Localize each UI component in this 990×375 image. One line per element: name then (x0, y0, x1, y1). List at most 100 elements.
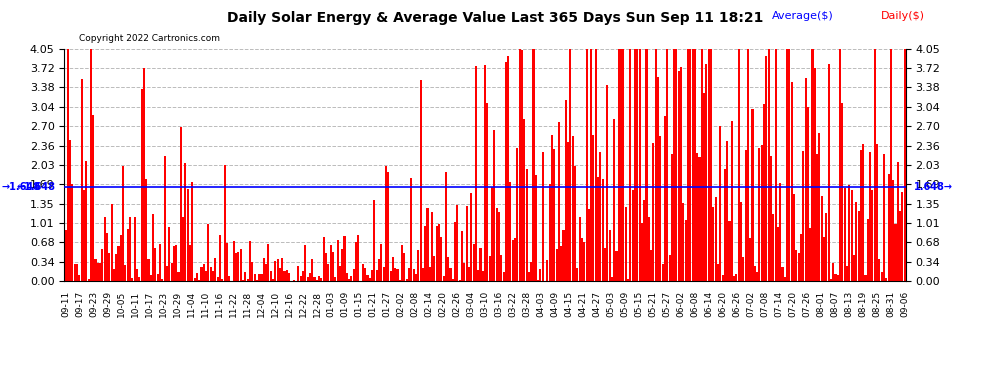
Bar (574, 166, 576, 281)
Bar (637, 49, 639, 281)
Bar (899, 211, 901, 281)
Bar (159, 244, 161, 281)
Bar (396, 269, 399, 281)
Bar (125, 265, 127, 281)
Bar (424, 226, 427, 281)
Bar (726, 141, 729, 281)
Bar (90, 49, 92, 281)
Bar (583, 242, 585, 281)
Bar (632, 190, 634, 281)
Bar (182, 217, 184, 281)
Bar (311, 260, 313, 281)
Bar (203, 264, 205, 281)
Bar (316, 280, 318, 281)
Bar (371, 270, 373, 281)
Bar (892, 180, 894, 281)
Bar (187, 189, 189, 281)
Bar (260, 274, 262, 281)
Bar (194, 278, 196, 281)
Bar (146, 179, 148, 281)
Bar (461, 231, 463, 281)
Bar (73, 264, 76, 281)
Bar (599, 152, 601, 281)
Bar (456, 205, 458, 281)
Bar (647, 217, 649, 281)
Bar (777, 227, 779, 281)
Bar (553, 149, 555, 281)
Bar (472, 244, 474, 281)
Bar (710, 49, 712, 281)
Bar (207, 224, 210, 281)
Bar (141, 89, 143, 281)
Bar (149, 275, 151, 281)
Bar (666, 49, 668, 281)
Bar (722, 274, 724, 281)
Bar (526, 170, 528, 281)
Bar (717, 264, 719, 281)
Bar (812, 49, 814, 281)
Bar (512, 240, 514, 281)
Bar (708, 49, 710, 281)
Bar (475, 66, 477, 281)
Bar (355, 243, 357, 281)
Bar (507, 56, 509, 281)
Bar (378, 260, 380, 281)
Bar (482, 272, 484, 281)
Bar (874, 49, 876, 281)
Bar (429, 267, 431, 281)
Bar (248, 242, 251, 281)
Bar (616, 251, 618, 281)
Bar (111, 204, 113, 281)
Bar (113, 269, 115, 281)
Bar (749, 238, 751, 281)
Bar (175, 244, 177, 281)
Bar (139, 277, 141, 281)
Bar (441, 237, 443, 281)
Bar (798, 253, 800, 281)
Bar (595, 49, 597, 281)
Bar (129, 217, 131, 281)
Bar (191, 182, 193, 281)
Bar (837, 275, 839, 281)
Bar (274, 261, 276, 281)
Bar (606, 85, 608, 281)
Bar (784, 277, 786, 281)
Bar (571, 136, 574, 281)
Bar (449, 268, 451, 281)
Bar (521, 50, 523, 281)
Bar (887, 174, 890, 281)
Bar (786, 49, 788, 281)
Bar (493, 130, 495, 281)
Bar (862, 144, 864, 281)
Bar (770, 156, 772, 281)
Bar (578, 217, 581, 281)
Bar (850, 190, 852, 281)
Bar (805, 78, 807, 281)
Bar (503, 272, 505, 281)
Bar (678, 71, 680, 281)
Bar (394, 268, 396, 281)
Bar (814, 69, 816, 281)
Bar (680, 68, 682, 281)
Bar (180, 127, 182, 281)
Bar (564, 100, 567, 281)
Bar (189, 245, 191, 281)
Bar (542, 152, 544, 281)
Bar (692, 49, 694, 281)
Bar (641, 223, 643, 281)
Bar (240, 249, 242, 281)
Bar (253, 274, 255, 281)
Bar (170, 263, 172, 281)
Bar (894, 224, 897, 281)
Bar (92, 114, 94, 281)
Bar (807, 107, 809, 281)
Bar (846, 266, 848, 281)
Bar (366, 275, 368, 281)
Bar (555, 249, 557, 281)
Bar (746, 49, 749, 281)
Bar (706, 64, 708, 281)
Bar (238, 252, 240, 281)
Bar (447, 257, 449, 281)
Bar (627, 279, 629, 281)
Bar (297, 266, 299, 281)
